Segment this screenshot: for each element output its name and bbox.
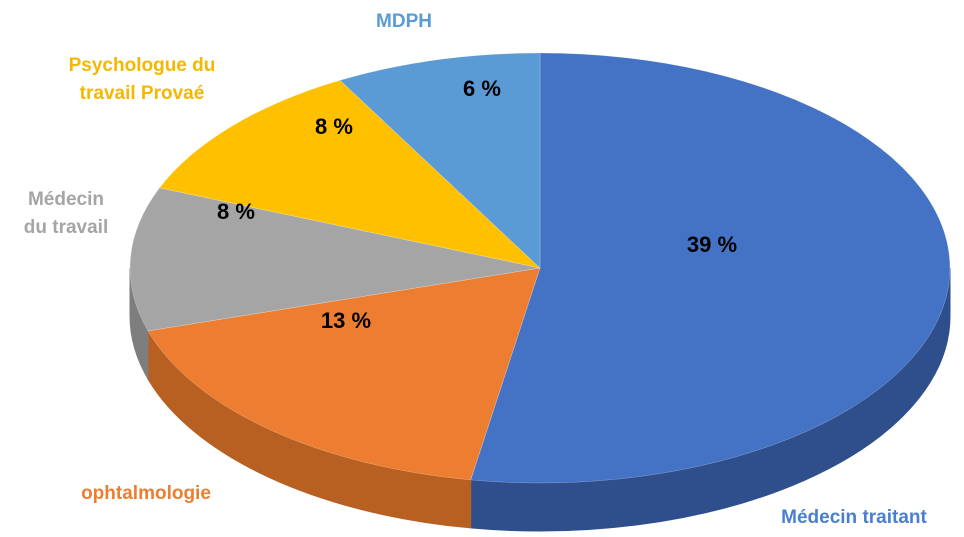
category-label-line: MDPH [376,11,432,32]
category-label-line: travail Provaé [80,83,205,104]
category-label-medecin-traitant: Médecin traitant [781,507,927,528]
pie-slices [129,52,951,484]
category-label-medecin-du-travail: Médecin du travail [24,189,108,238]
category-label-line: du travail [24,217,108,238]
pct-label-psychologue-du-travail-provae: 8 % [315,114,353,139]
pct-label-medecin-traitant: 39 % [687,232,737,257]
pie-slice-medecin-traitant [470,52,951,484]
pie-slice-ophtalmologie [147,267,541,481]
pie-slice-psychologue-du-travail-provae [159,80,541,269]
pie-slice-mdph [339,52,541,269]
category-label-line: Médecin traitant [781,507,927,528]
category-label-ophtalmologie: ophtalmologie [81,483,211,504]
pct-label-mdph: 6 % [463,76,501,101]
category-label-line: ophtalmologie [81,483,211,504]
category-labels: Médecin traitant ophtalmologie Médecin du t… [24,11,928,528]
category-label-mdph: MDPH [376,11,432,32]
category-label-psychologue-du-travail-provae: Psychologue du travail Provaé [69,55,216,104]
pie-slice-medecin-du-travail [129,187,541,332]
pct-label-ophtalmologie: 13 % [321,308,371,333]
percentage-labels: 39 % 13 % 8 % 8 % 6 % [217,76,737,333]
category-label-line: Psychologue du [69,55,216,76]
category-label-line: Médecin [28,189,104,210]
pct-label-medecin-du-travail: 8 % [217,199,255,224]
